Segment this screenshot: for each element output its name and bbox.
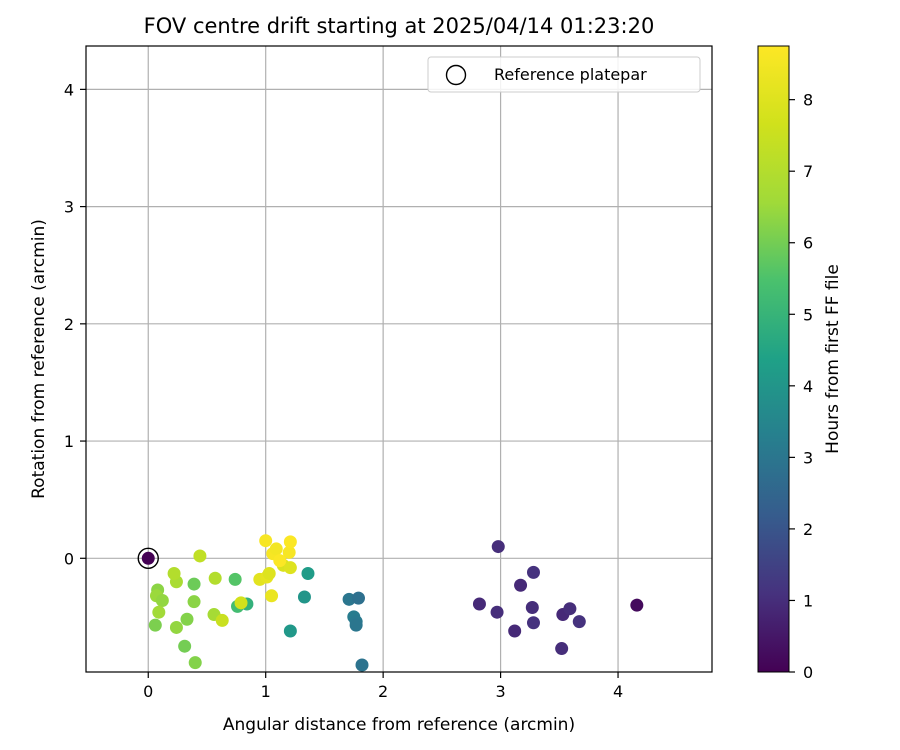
chart-title: FOV centre drift starting at 2025/04/14 … bbox=[144, 14, 655, 38]
y-tick-label: 4 bbox=[64, 80, 74, 99]
x-tick-label: 0 bbox=[143, 682, 153, 701]
data-point bbox=[351, 591, 365, 605]
legend-label: Reference platepar bbox=[494, 65, 647, 84]
data-point bbox=[630, 598, 644, 612]
data-point bbox=[188, 656, 202, 670]
y-axis-ticks: 0 1 2 3 4 bbox=[64, 80, 86, 568]
data-point bbox=[472, 597, 486, 611]
data-point bbox=[178, 639, 192, 653]
data-point bbox=[525, 601, 539, 615]
data-point bbox=[167, 567, 181, 581]
data-point bbox=[265, 589, 279, 603]
data-points bbox=[148, 534, 644, 672]
data-point bbox=[228, 572, 242, 586]
colorbar-tick-label: 0 bbox=[803, 663, 813, 682]
data-point bbox=[169, 620, 183, 634]
colorbar-tick-label: 5 bbox=[803, 305, 813, 324]
colorbar-tick-label: 1 bbox=[803, 591, 813, 610]
y-tick-label: 2 bbox=[64, 315, 74, 334]
data-point bbox=[283, 535, 297, 549]
data-point bbox=[187, 577, 201, 591]
data-point bbox=[262, 567, 276, 581]
data-point bbox=[273, 554, 287, 568]
data-point bbox=[490, 605, 504, 619]
data-point bbox=[355, 658, 369, 672]
data-point bbox=[563, 602, 577, 616]
data-point bbox=[259, 534, 273, 548]
data-point bbox=[269, 542, 283, 556]
data-point bbox=[283, 624, 297, 638]
data-point bbox=[301, 567, 315, 581]
x-axis-ticks: 0 1 2 3 4 bbox=[143, 672, 623, 701]
colorbar-tick-label: 4 bbox=[803, 377, 813, 396]
x-tick-label: 2 bbox=[378, 682, 388, 701]
data-point bbox=[526, 616, 540, 630]
data-point bbox=[282, 545, 296, 559]
legend: Reference platepar bbox=[427, 56, 701, 93]
legend-box bbox=[427, 56, 701, 93]
data-point bbox=[155, 593, 169, 607]
data-point bbox=[180, 612, 194, 626]
x-axis-label: Angular distance from reference (arcmin) bbox=[223, 715, 575, 735]
data-point bbox=[283, 561, 297, 575]
data-point bbox=[349, 618, 363, 632]
data-point bbox=[297, 590, 311, 604]
x-tick-label: 3 bbox=[495, 682, 505, 701]
data-point bbox=[555, 642, 569, 656]
data-point bbox=[514, 578, 528, 592]
colorbar-ticks: 0 1 2 3 4 5 6 7 8 bbox=[789, 91, 813, 682]
data-point bbox=[215, 613, 229, 627]
y-tick-label: 0 bbox=[64, 549, 74, 568]
data-point bbox=[193, 549, 207, 563]
colorbar-tick-label: 8 bbox=[803, 91, 813, 110]
data-point bbox=[187, 595, 201, 609]
y-axis-label: Rotation from reference (arcmin) bbox=[29, 219, 49, 499]
data-point bbox=[572, 615, 586, 629]
x-tick-label: 4 bbox=[613, 682, 623, 701]
data-point bbox=[148, 618, 162, 632]
colorbar bbox=[757, 45, 790, 673]
data-point bbox=[208, 571, 222, 585]
data-point bbox=[491, 540, 505, 554]
x-tick-label: 1 bbox=[261, 682, 271, 701]
legend-reference-marker bbox=[445, 64, 467, 86]
colorbar-tick-label: 2 bbox=[803, 520, 813, 539]
data-point bbox=[152, 605, 166, 619]
data-point bbox=[234, 596, 248, 610]
data-point bbox=[508, 624, 522, 638]
y-tick-label: 1 bbox=[64, 432, 74, 451]
colorbar-tick-label: 7 bbox=[803, 162, 813, 181]
colorbar-label: Hours from first FF file bbox=[823, 264, 843, 454]
reference-marker-group bbox=[137, 547, 159, 569]
plot-frame bbox=[85, 45, 713, 673]
data-point bbox=[526, 565, 540, 579]
reference-ring bbox=[137, 547, 159, 569]
colorbar-tick-label: 3 bbox=[803, 448, 813, 467]
y-tick-label: 3 bbox=[64, 198, 74, 217]
colorbar-tick-label: 6 bbox=[803, 234, 813, 253]
reference-point bbox=[141, 551, 155, 565]
